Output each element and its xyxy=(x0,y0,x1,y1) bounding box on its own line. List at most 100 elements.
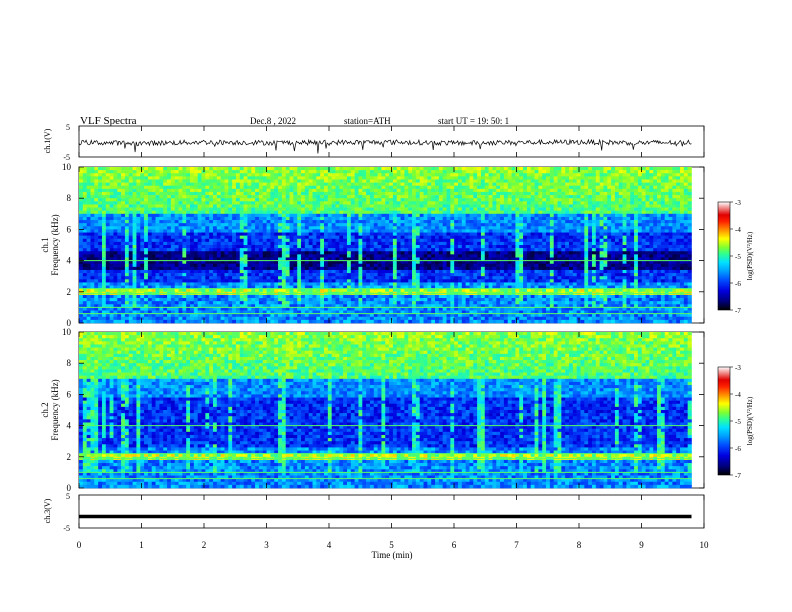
spectrogram-cell xyxy=(232,260,237,265)
spectrogram-cell xyxy=(193,245,198,249)
spectrogram-cell xyxy=(381,213,386,218)
spectrogram-cell xyxy=(105,260,110,265)
spectrogram-cell xyxy=(170,182,176,187)
spectrogram-cell xyxy=(90,216,95,221)
spectrogram-cell xyxy=(580,251,585,255)
spectrogram-cell xyxy=(549,241,554,246)
spectrogram-cell xyxy=(419,201,424,205)
spectrogram-cell xyxy=(480,195,486,199)
spectrogram-cell xyxy=(480,182,486,187)
spectrogram-cell xyxy=(94,182,99,187)
spectrogram-cell xyxy=(343,207,348,211)
spectrogram-cell xyxy=(415,245,421,249)
spectrogram-cell xyxy=(649,204,654,208)
spectrogram-cell xyxy=(220,173,225,177)
spectrogram-cell xyxy=(523,238,528,243)
spectrogram-cell xyxy=(611,229,616,233)
spectrogram-cell xyxy=(507,173,512,177)
spectrogram-cell xyxy=(396,198,401,202)
spectrogram-cell xyxy=(557,170,562,174)
spectrogram-cell xyxy=(645,251,650,255)
spectrogram-cell xyxy=(327,260,332,265)
spectrogram-cell xyxy=(239,241,244,246)
spectrogram-cell xyxy=(641,241,646,246)
spectrogram-cell xyxy=(324,173,329,177)
spectrogram-cell xyxy=(170,167,176,171)
spectrogram-cell xyxy=(109,195,114,199)
spectrogram-cell xyxy=(109,257,114,261)
spectrogram-cell xyxy=(105,229,110,233)
spectrogram-cell xyxy=(327,195,332,199)
spectrogram-cell xyxy=(580,204,585,208)
spectrogram-cell xyxy=(641,210,646,215)
spectrogram-cell xyxy=(404,210,409,215)
spectrogram-cell xyxy=(86,191,91,196)
spectrogram-cell xyxy=(614,170,620,174)
spectrogram-cell xyxy=(327,176,332,180)
spectrogram-cell xyxy=(603,207,608,211)
spectrogram-cell xyxy=(465,220,470,224)
spectrogram-cell xyxy=(197,188,202,193)
spectrogram-cell xyxy=(285,167,290,171)
spectrogram-cell xyxy=(576,223,581,227)
spectrogram-cell xyxy=(614,179,620,183)
spectrogram-cell xyxy=(144,235,149,240)
spectrogram-cell xyxy=(423,170,428,174)
spectrogram-cell xyxy=(515,254,520,258)
spectrogram-cell xyxy=(618,188,623,193)
spectrogram-cell xyxy=(216,254,221,258)
spectrogram-cell xyxy=(86,173,91,177)
spectrogram-cell xyxy=(247,226,252,230)
spectrogram-cell xyxy=(101,207,107,211)
spectrogram-cell xyxy=(519,260,524,265)
spectrogram-cell xyxy=(94,207,99,211)
spectrogram-cell xyxy=(503,204,509,208)
spectrogram-cell xyxy=(469,248,474,252)
spectrogram-cell xyxy=(637,229,643,233)
spectrogram-cell xyxy=(167,216,172,221)
spectrogram-cell xyxy=(683,245,688,249)
spectrogram-cell xyxy=(193,235,198,240)
spectrogram-cell xyxy=(82,248,87,252)
spectrogram-cell xyxy=(320,232,325,236)
spectrogram-cell xyxy=(431,254,436,258)
spectrogram-cell xyxy=(473,167,478,171)
spectrogram-cell xyxy=(408,188,413,193)
spectrogram-cell xyxy=(220,191,225,196)
spectrogram-cell xyxy=(163,254,168,258)
spectrogram-cell xyxy=(546,220,551,224)
spectrogram-cell xyxy=(431,167,436,171)
spectrogram-cell xyxy=(480,198,486,202)
spectrogram-cell xyxy=(396,248,401,252)
spectrogram-cell xyxy=(320,201,325,205)
spectrogram-cell xyxy=(668,216,673,221)
spectrogram-cell xyxy=(438,198,443,202)
spectrogram-cell xyxy=(159,201,164,205)
figure-title: VLF Spectra xyxy=(80,115,137,127)
spectrogram-cell xyxy=(258,241,264,246)
spectrogram-cell xyxy=(500,179,505,183)
spectrogram-cell xyxy=(542,238,547,243)
spectrogram-cell xyxy=(546,254,551,258)
spectrogram-cell xyxy=(523,210,528,215)
spectrogram-cell xyxy=(301,191,306,196)
spectrogram-cell xyxy=(94,260,99,265)
spectrogram-cell xyxy=(147,170,153,174)
spectrogram-cell xyxy=(101,263,107,268)
spectrogram-cell xyxy=(128,201,133,205)
spectrogram-cell xyxy=(580,216,585,221)
spectrogram-cell xyxy=(412,229,417,233)
spectrogram-cell xyxy=(557,229,562,233)
spectrogram-cell xyxy=(572,170,577,174)
spectrogram-cell xyxy=(488,229,493,233)
spectrogram-cell xyxy=(377,207,382,211)
spectrogram-cell xyxy=(220,182,225,187)
spectrogram-cell xyxy=(132,260,137,265)
spectrogram-cell xyxy=(538,170,543,174)
spectrogram-cell xyxy=(155,182,160,187)
spectrogram-cell xyxy=(201,223,206,227)
spectrogram-cell xyxy=(354,245,359,249)
spectrogram-cell xyxy=(190,238,195,243)
spectrogram-cell xyxy=(618,257,623,261)
spectrogram-cell xyxy=(546,191,551,196)
